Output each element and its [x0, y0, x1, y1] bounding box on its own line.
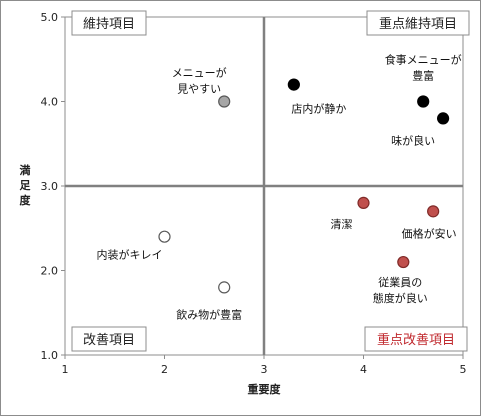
point-label: 内装がキレイ — [97, 248, 163, 262]
data-point — [287, 78, 300, 91]
x-tick-label: 3 — [261, 363, 268, 376]
point-label: メニューが見やすい — [172, 66, 227, 96]
quadrant-label-box — [366, 10, 470, 36]
point-label: 店内が静か — [291, 102, 346, 116]
y-axis-title-char: 満 — [20, 163, 31, 177]
y-axis-title-char: 足 — [20, 179, 32, 192]
data-point — [158, 230, 171, 243]
x-tick-label: 2 — [161, 363, 168, 376]
y-tick-label: 1.0 — [41, 349, 59, 362]
quadrant-label-top-right: 重点維持項目 — [366, 10, 470, 36]
quadrant-label-bottom-right: 重点改善項目 — [364, 326, 468, 352]
y-tick-label: 3.0 — [41, 180, 59, 193]
data-point — [218, 281, 231, 294]
point-label: 食事メニューが豊富 — [385, 53, 462, 83]
data-point — [437, 112, 450, 125]
quadrant-label-text: 維持項目 — [83, 17, 135, 32]
point-label: 従業員の態度が良い — [373, 276, 428, 305]
data-point — [417, 95, 430, 108]
x-axis-title: 重要度 — [248, 382, 282, 396]
quadrant-label-top-left: 維持項目 — [71, 10, 147, 36]
quadrant-label-box — [364, 326, 468, 352]
quadrant-label-bottom-left: 改善項目 — [71, 326, 147, 352]
point-label: 味が良い — [391, 133, 435, 147]
y-tick-label: 5.0 — [41, 11, 59, 24]
quadrant-label-text: 重点維持項目 — [379, 16, 457, 32]
x-tick-label: 4 — [360, 363, 367, 376]
point-label: 清潔 — [331, 217, 353, 231]
y-axis-title-char: 度 — [20, 193, 32, 207]
x-tick-label: 5 — [460, 363, 467, 376]
y-tick-label: 4.0 — [41, 96, 59, 109]
point-label: 価格が安い — [402, 226, 457, 240]
quadrant-label-text: 重点改善項目 — [377, 332, 455, 348]
quadrant-label-box — [71, 10, 147, 36]
quadrant-label-box — [71, 326, 147, 352]
data-point — [357, 196, 370, 209]
x-tick-label: 1 — [62, 363, 69, 376]
point-label: 飲み物が豊富 — [176, 307, 242, 321]
data-point — [397, 255, 410, 269]
y-axis-title: 満足度 — [20, 163, 32, 207]
data-point — [218, 95, 231, 108]
quadrant-label-text: 改善項目 — [83, 332, 135, 348]
y-tick-label: 2.0 — [41, 265, 59, 278]
data-point — [427, 205, 440, 218]
